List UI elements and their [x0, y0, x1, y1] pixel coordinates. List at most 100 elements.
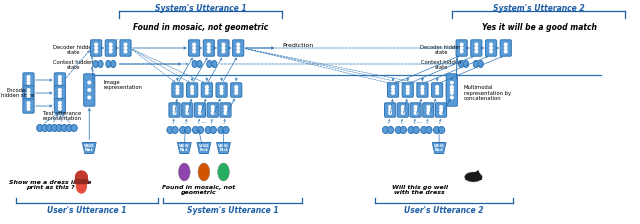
- Ellipse shape: [198, 163, 210, 181]
- Circle shape: [207, 43, 210, 46]
- Text: Decoder hidden
state: Decoder hidden state: [420, 45, 462, 55]
- Circle shape: [28, 105, 30, 107]
- Circle shape: [173, 112, 176, 114]
- Text: Encoder
hidden state: Encoder hidden state: [1, 88, 35, 98]
- Circle shape: [193, 50, 195, 53]
- FancyBboxPatch shape: [195, 103, 205, 117]
- FancyBboxPatch shape: [84, 74, 95, 106]
- FancyBboxPatch shape: [23, 86, 34, 100]
- Ellipse shape: [56, 125, 63, 131]
- Circle shape: [59, 76, 61, 78]
- Circle shape: [436, 86, 438, 88]
- FancyBboxPatch shape: [230, 83, 242, 97]
- Circle shape: [28, 82, 30, 84]
- Text: Text utterance
representation: Text utterance representation: [42, 111, 81, 121]
- Ellipse shape: [71, 125, 77, 131]
- Circle shape: [451, 89, 453, 91]
- Circle shape: [475, 43, 477, 46]
- Circle shape: [28, 79, 30, 81]
- Ellipse shape: [46, 125, 52, 131]
- Circle shape: [460, 43, 463, 46]
- Polygon shape: [83, 142, 96, 153]
- FancyBboxPatch shape: [207, 103, 218, 117]
- Ellipse shape: [426, 127, 432, 134]
- FancyBboxPatch shape: [216, 83, 227, 97]
- Circle shape: [237, 47, 239, 49]
- Ellipse shape: [205, 127, 211, 134]
- Circle shape: [421, 92, 424, 94]
- Circle shape: [224, 109, 227, 111]
- Circle shape: [401, 109, 404, 111]
- Circle shape: [401, 112, 404, 114]
- FancyBboxPatch shape: [105, 40, 116, 56]
- Circle shape: [414, 106, 417, 108]
- Circle shape: [222, 50, 225, 53]
- FancyBboxPatch shape: [410, 103, 421, 117]
- Circle shape: [436, 92, 438, 94]
- Circle shape: [389, 106, 392, 108]
- Ellipse shape: [463, 60, 468, 67]
- Circle shape: [205, 89, 208, 91]
- Circle shape: [414, 112, 417, 114]
- Ellipse shape: [66, 125, 72, 131]
- Circle shape: [88, 81, 90, 84]
- Circle shape: [436, 89, 438, 91]
- Ellipse shape: [77, 179, 86, 193]
- Circle shape: [59, 95, 61, 97]
- Ellipse shape: [167, 127, 173, 134]
- Circle shape: [59, 105, 61, 107]
- Ellipse shape: [42, 125, 48, 131]
- Ellipse shape: [207, 60, 212, 67]
- Ellipse shape: [193, 127, 199, 134]
- Circle shape: [235, 86, 237, 88]
- Ellipse shape: [106, 60, 111, 67]
- Circle shape: [191, 89, 193, 91]
- Text: ...: ...: [56, 65, 64, 75]
- Text: User's Utterance 1: User's Utterance 1: [47, 205, 126, 215]
- Circle shape: [28, 108, 30, 110]
- Circle shape: [490, 47, 492, 49]
- Polygon shape: [177, 142, 191, 153]
- Circle shape: [191, 92, 193, 94]
- Text: Image
representation: Image representation: [104, 80, 143, 90]
- FancyBboxPatch shape: [23, 73, 34, 87]
- FancyBboxPatch shape: [120, 40, 131, 56]
- Circle shape: [421, 89, 424, 91]
- Circle shape: [460, 50, 463, 53]
- Ellipse shape: [197, 60, 202, 67]
- Circle shape: [504, 50, 507, 53]
- FancyBboxPatch shape: [456, 40, 467, 56]
- Text: User's Utterance 2: User's Utterance 2: [404, 205, 484, 215]
- Text: ...: ...: [115, 32, 123, 41]
- Circle shape: [59, 108, 61, 110]
- FancyBboxPatch shape: [220, 103, 231, 117]
- FancyBboxPatch shape: [431, 83, 443, 97]
- Ellipse shape: [93, 60, 98, 67]
- Circle shape: [28, 95, 30, 97]
- Circle shape: [95, 50, 97, 53]
- Text: ...: ...: [205, 75, 212, 84]
- FancyBboxPatch shape: [385, 103, 396, 117]
- Ellipse shape: [61, 125, 67, 131]
- Circle shape: [186, 109, 189, 111]
- Circle shape: [451, 96, 453, 99]
- Text: VGG
Net: VGG Net: [198, 144, 209, 152]
- Circle shape: [401, 106, 404, 108]
- Circle shape: [198, 106, 201, 108]
- FancyBboxPatch shape: [182, 103, 193, 117]
- FancyBboxPatch shape: [218, 40, 229, 56]
- Ellipse shape: [218, 163, 229, 181]
- FancyBboxPatch shape: [187, 83, 198, 97]
- FancyBboxPatch shape: [471, 40, 482, 56]
- Circle shape: [504, 47, 507, 49]
- Ellipse shape: [474, 60, 479, 67]
- Ellipse shape: [179, 163, 190, 181]
- Text: ...: ...: [413, 125, 422, 134]
- Circle shape: [220, 86, 223, 88]
- Circle shape: [460, 47, 463, 49]
- Circle shape: [427, 112, 429, 114]
- Circle shape: [28, 76, 30, 78]
- FancyBboxPatch shape: [54, 99, 65, 113]
- Circle shape: [176, 86, 179, 88]
- Circle shape: [193, 43, 195, 46]
